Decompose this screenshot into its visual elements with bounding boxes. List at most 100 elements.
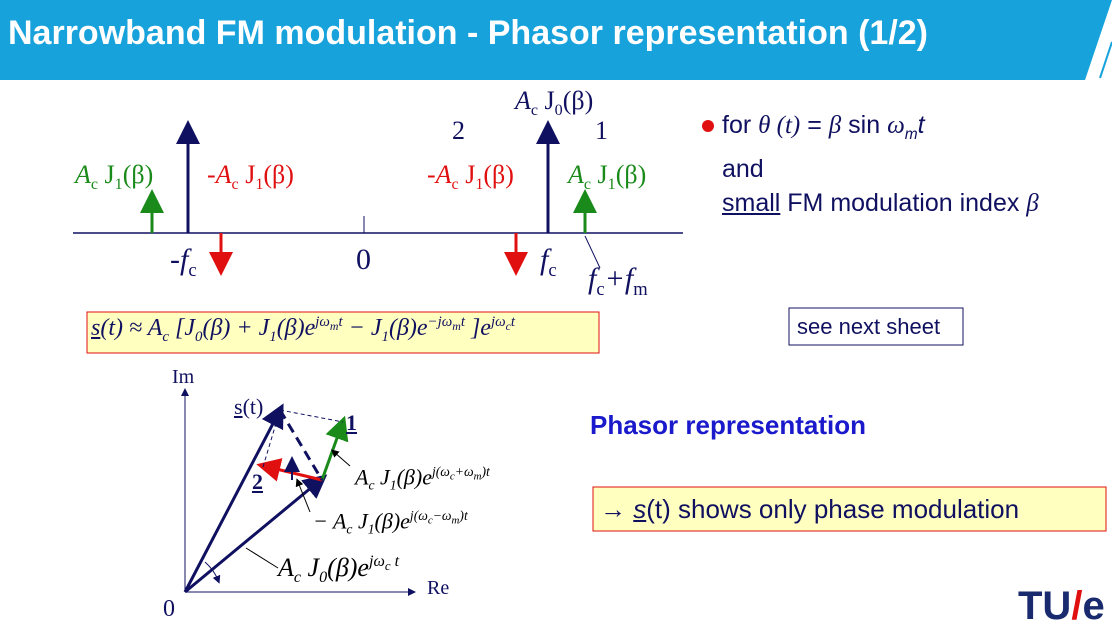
- text-part: c: [505, 318, 511, 333]
- text-part: c: [427, 514, 433, 527]
- label: − Ac J1(β)ej(ωc−ωm)t: [313, 508, 468, 538]
- rotation: [204, 561, 221, 584]
- text-part: c: [596, 279, 605, 300]
- note: see next sheet: [797, 314, 941, 339]
- pointer: [295, 478, 311, 513]
- text-part: j(ω: [409, 508, 428, 523]
- bullet-dot: [702, 120, 714, 132]
- text-part: c: [231, 176, 239, 194]
- axis-label: Im: [172, 366, 195, 388]
- text-part: [J: [169, 315, 196, 341]
- text-part: jωc t: [368, 553, 400, 573]
- text-part: f: [588, 262, 597, 295]
- text-part: − J: [342, 315, 382, 341]
- axis-label: fc: [540, 243, 557, 282]
- text-part: t: [390, 553, 400, 571]
- label: Ac J1(β)ej(ωc+ωm)t: [355, 464, 490, 494]
- text-part: c: [188, 260, 197, 281]
- text-part: c: [293, 569, 302, 587]
- section-title: Phasor representation: [590, 410, 866, 440]
- text-part: m: [473, 470, 482, 483]
- text-part: 1: [367, 521, 375, 537]
- header-edge: [1099, 41, 1112, 79]
- text-part: FM modulation index: [780, 189, 1027, 217]
- text-part: β: [828, 112, 842, 139]
- text-part: J: [352, 508, 368, 534]
- text-part: )t: [481, 464, 490, 479]
- text-part: m: [904, 126, 918, 143]
- text-part: j(ω: [431, 464, 450, 479]
- text-part: jω: [368, 553, 385, 571]
- text-part: c: [451, 176, 459, 194]
- text-part: −jωmt: [427, 314, 465, 333]
- text-part: (β)e: [327, 553, 369, 582]
- text-part: (β)e: [276, 315, 316, 341]
- text-part: (β): [562, 86, 594, 115]
- label: -Ac J1(β): [207, 160, 294, 194]
- text-part: c: [368, 477, 375, 493]
- text-part: for: [722, 111, 759, 139]
- axis-label: Re: [427, 577, 450, 599]
- text-part: small: [722, 189, 781, 217]
- text-part: (t): [242, 394, 264, 419]
- pointer: [330, 449, 351, 467]
- text-part: (β): [615, 160, 647, 189]
- upper-vector: [320, 415, 349, 481]
- text-part: c: [346, 521, 353, 537]
- text-part: 1: [381, 328, 389, 345]
- sum-dash: [278, 409, 324, 481]
- text-part: J: [238, 160, 256, 189]
- text-part: m: [329, 318, 339, 333]
- text-part: c: [530, 102, 539, 120]
- text-part: c: [90, 176, 99, 194]
- text-part: 0: [195, 328, 203, 345]
- text-part: (β)e: [388, 315, 428, 341]
- text-part: θ (t): [758, 112, 801, 139]
- header-bar: [0, 0, 1112, 80]
- text-part: (t) ≈ A: [100, 315, 163, 341]
- text-part: (β)e: [374, 508, 410, 534]
- text-part: ]e: [464, 315, 491, 341]
- number: 1: [595, 116, 608, 145]
- text-part: J: [591, 160, 608, 189]
- text-part: j(ωc−ωm)t: [409, 508, 468, 527]
- label: Ac J0(β): [515, 86, 593, 120]
- text-part: A: [355, 464, 369, 490]
- text-part: m: [452, 318, 461, 333]
- bullet-line: small FM modulation index β: [722, 186, 1039, 221]
- text-part: −ω: [432, 508, 452, 523]
- text-part: J: [538, 86, 555, 115]
- text-part: e: [1082, 584, 1105, 628]
- text-part: 1: [269, 328, 277, 345]
- text-part: c: [583, 176, 592, 194]
- text-part: m: [633, 279, 648, 300]
- text-part: c: [384, 559, 391, 574]
- text-part: −jω: [427, 314, 453, 330]
- text-part: =: [800, 111, 829, 139]
- text-part: A: [75, 160, 91, 189]
- text-part: c: [449, 470, 455, 483]
- formula-box: [86, 311, 600, 354]
- text-part: (β) + J: [202, 315, 270, 341]
- text-part: (β): [122, 160, 154, 189]
- axis-label: 0: [356, 243, 371, 276]
- text-part: 1: [389, 477, 397, 493]
- lower-vector: [256, 458, 323, 482]
- label: Ac J1(β): [568, 160, 646, 194]
- bullet-line: for θ (t) = β sin ωmt: [722, 108, 1039, 152]
- text-part: jωmt: [315, 314, 342, 333]
- text-part: (β): [263, 160, 294, 189]
- pointer: [245, 547, 279, 569]
- text-part: )t: [459, 508, 468, 523]
- text-part: jω: [490, 314, 506, 330]
- text-part: c: [548, 260, 557, 281]
- text-part: s: [234, 394, 243, 419]
- text-part: +f: [604, 262, 634, 295]
- text-part: sin: [841, 111, 888, 139]
- spectrum: [73, 120, 683, 276]
- label: s(t): [234, 394, 263, 420]
- formula: s(t) ≈ Ac [J0(β) + J1(β)ejωmt − J1(β)e−j…: [91, 314, 515, 346]
- text-part: shows only phase modulation: [670, 494, 1020, 524]
